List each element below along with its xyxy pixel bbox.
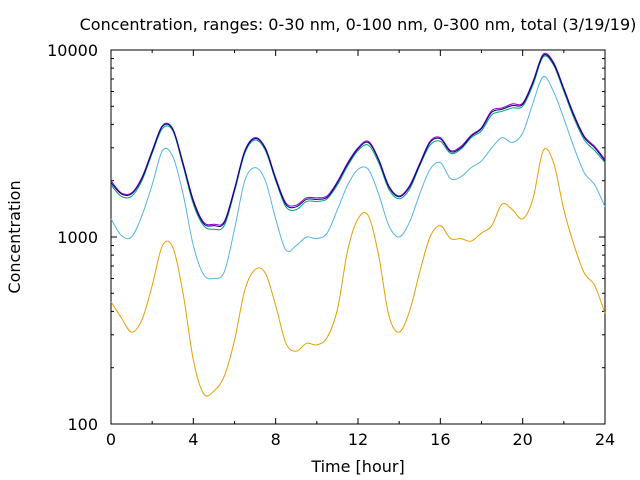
series-line-2 (110, 55, 606, 231)
y-tick-label: 1000 (57, 228, 98, 247)
series-lines (110, 52, 606, 397)
series-line-3 (110, 52, 606, 226)
x-tick-label: 20 (512, 430, 532, 449)
series-line-4 (110, 54, 606, 227)
x-tick-label: 0 (106, 430, 116, 449)
series-line-1 (110, 75, 606, 280)
x-tick-label: 12 (348, 430, 368, 449)
y-tick-label: 10000 (47, 41, 98, 60)
y-axis-label: Concentration (5, 180, 24, 293)
axes: 0 4 8 12 16 20 24 100 1000 10000 (47, 41, 615, 449)
x-tick-label: 4 (188, 430, 198, 449)
x-axis-label: Time [hour] (310, 457, 404, 476)
x-tick-label: 24 (595, 430, 615, 449)
plot-frame (110, 49, 606, 425)
chart-title: Concentration, ranges: 0-30 nm, 0-100 nm… (80, 15, 637, 34)
x-tick-label: 16 (430, 430, 450, 449)
x-tick-label: 8 (271, 430, 281, 449)
series-line-0 (110, 147, 606, 397)
y-tick-label: 100 (67, 415, 98, 434)
